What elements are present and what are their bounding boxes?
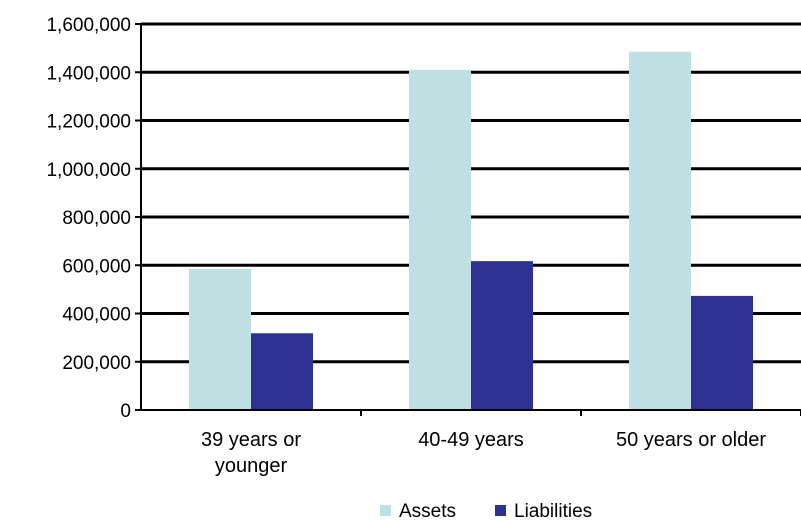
y-tick-label: 600,000 [62,256,131,277]
x-category-label: 39 years or younger [201,429,301,477]
y-tick-label: 800,000 [62,208,131,229]
legend: Assets Liabilities [380,501,592,521]
bar-assets [409,69,471,411]
bar-liabilities [471,261,533,410]
legend-swatch [380,505,391,516]
legend-label: Assets [399,501,456,521]
y-tick-label: 1,000,000 [46,160,131,181]
bar-assets [629,51,691,411]
x-category-labels: 39 years or younger 40-49 years 50 years or… [201,429,766,477]
y-tick-label: 1,600,000 [46,15,131,36]
legend-item-liabilities: Liabilities [495,501,592,521]
legend-label: Liabilities [514,501,592,521]
axes [135,23,801,416]
bar-assets [189,268,251,410]
legend-item-assets: Assets [380,501,456,521]
y-tick-label: 400,000 [62,305,131,326]
x-category-label: 40-49 years [418,429,524,451]
legend-swatch [495,505,506,516]
y-tick-label: 1,400,000 [46,63,131,84]
x-category-label: 50 years or older [616,429,766,451]
y-tick-labels: 0 200,000 400,000 600,000 800,000 1,000,000 1,… [46,15,131,422]
bar-liabilities [691,295,753,410]
y-tick-label: 1,200,000 [46,112,131,133]
y-tick-label: 0 [120,401,131,422]
bar-liabilities [251,333,313,410]
y-tick-label: 200,000 [62,353,131,374]
bars [189,51,753,411]
